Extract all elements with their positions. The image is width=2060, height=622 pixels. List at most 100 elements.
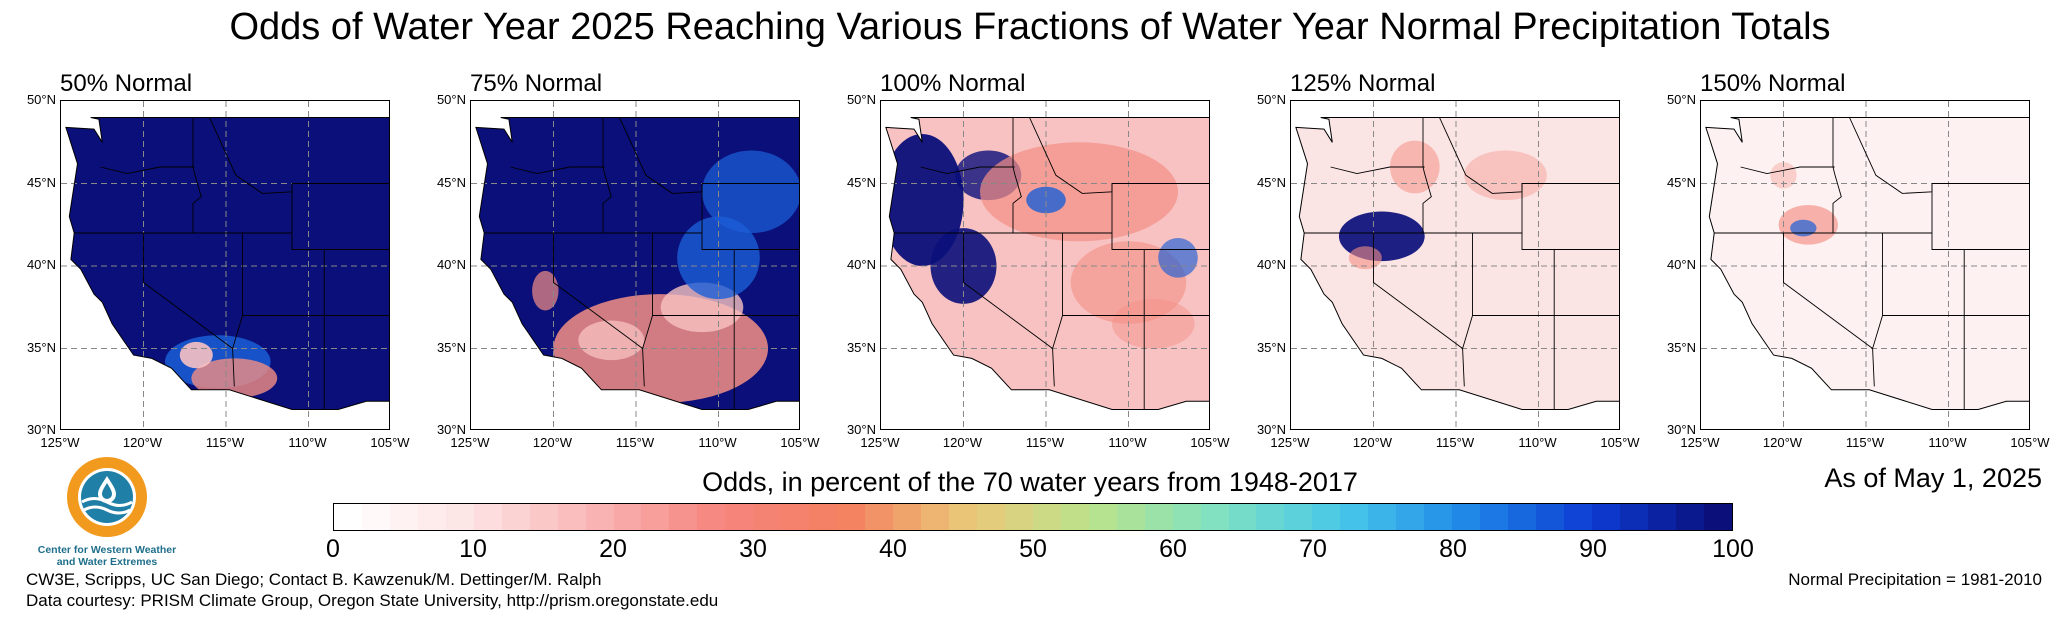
lon-label: 120°W	[122, 435, 163, 450]
colorbar-cell	[921, 504, 949, 530]
lat-label: 45°N	[1256, 174, 1286, 190]
map-canvas	[61, 101, 389, 429]
cw3e-logo-icon	[67, 457, 147, 537]
colorbar-cell	[445, 504, 474, 530]
colorbar-cell	[809, 504, 838, 530]
lat-label: 30°N	[26, 422, 56, 437]
lat-label: 30°N	[436, 422, 466, 437]
colorbar-cell	[529, 504, 558, 530]
map-frame	[1700, 100, 2030, 430]
lon-label: 115°W	[1435, 435, 1475, 450]
lon-label: 110°W	[698, 435, 737, 450]
lon-label: 110°W	[1518, 435, 1557, 450]
map-panel: 50% Normal 50°N 45°N 40°N 35°N 30°N 125°W 120°W…	[0, 70, 410, 450]
map-frame	[60, 100, 390, 430]
lat-label: 50°N	[436, 92, 466, 107]
lon-label: 105°W	[1600, 435, 1640, 450]
lon-label: 125°W	[450, 435, 490, 450]
colorbar-cell	[1116, 504, 1145, 530]
map-canvas	[1701, 101, 2029, 429]
state-boundary	[232, 233, 243, 387]
lat-label: 40°N	[846, 257, 876, 272]
colorbar-cell	[1088, 504, 1117, 530]
lon-label: 120°W	[1762, 435, 1803, 450]
colorbar-cell	[1368, 504, 1397, 530]
normal-period-note: Normal Precipitation = 1981-2010	[1788, 570, 2042, 589]
coastline	[1705, 117, 2029, 410]
logo-line2: and Water Extremes	[56, 556, 158, 568]
colorbar-cell	[1703, 504, 1732, 530]
colorbar-cell	[1591, 504, 1620, 530]
lon-label: 115°W	[615, 435, 655, 450]
lat-label: 40°N	[1666, 257, 1696, 272]
colorbar-cell	[1004, 504, 1033, 530]
colorbar-cell	[753, 504, 782, 530]
credit-line-2: Data courtesy: PRISM Climate Group, Oreg…	[26, 591, 719, 610]
lon-label: 115°W	[205, 435, 245, 450]
state-boundary	[1422, 117, 1432, 233]
lon-label: 105°W	[780, 435, 820, 450]
lat-label: 45°N	[26, 174, 56, 190]
state-boundary	[1783, 233, 1873, 349]
lat-label: 40°N	[436, 257, 466, 272]
colorbar-tick-label: 0	[326, 535, 340, 563]
odds-region	[1026, 186, 1066, 214]
lat-label: 30°N	[1256, 422, 1286, 437]
state-boundary	[642, 233, 653, 387]
colorbar-cell	[697, 504, 726, 530]
panel-title: 150% Normal	[1700, 70, 1846, 97]
colorbar-cell	[1452, 504, 1481, 530]
as-of-date: As of May 1, 2025	[1824, 463, 2042, 493]
map-panel: 125% Normal 50°N 45°N 40°N 35°N 30°N 125°W 120°…	[1230, 70, 1640, 450]
lat-label: 30°N	[846, 422, 876, 437]
colorbar-tick-label: 40	[879, 535, 907, 563]
coastline	[475, 117, 799, 410]
state-boundary	[1012, 117, 1022, 233]
lat-label: 50°N	[846, 92, 876, 107]
colorbar-cell	[781, 504, 810, 530]
lat-label: 35°N	[1256, 339, 1286, 355]
state-boundary	[602, 117, 612, 233]
land-fill	[1705, 117, 2029, 410]
colorbar-tick-label: 50	[1019, 535, 1047, 563]
lat-label: 40°N	[26, 257, 56, 272]
colorbar-tick-label: 10	[459, 535, 487, 563]
lat-label: 30°N	[1666, 422, 1696, 437]
lon-label: 120°W	[532, 435, 573, 450]
state-boundary	[701, 183, 735, 250]
state-boundary	[143, 233, 233, 349]
colorbar-cell	[976, 504, 1005, 530]
lon-label: 115°W	[1845, 435, 1885, 450]
colorbar-cell	[641, 504, 670, 530]
state-boundary	[100, 166, 195, 175]
lon-label: 110°W	[1928, 435, 1967, 450]
colorbar-cell	[1563, 504, 1592, 530]
colorbar-cell	[865, 504, 894, 530]
lon-label: 125°W	[860, 435, 900, 450]
colorbar-cell	[1032, 504, 1061, 530]
odds-region	[1790, 219, 1817, 237]
map-panel: 100% Normal 50°N 45°N 40°N 35°N 30°N 125°W 120°…	[820, 70, 1230, 450]
panel-title: 100% Normal	[880, 70, 1026, 97]
lon-label: 105°W	[2010, 435, 2050, 450]
state-boundary	[1462, 233, 1473, 387]
lat-label: 45°N	[436, 174, 466, 190]
map-panel: 150% Normal 50°N 45°N 40°N 35°N 30°N 125°W 120°…	[1640, 70, 2050, 450]
panel-title: 50% Normal	[60, 70, 193, 97]
map-panel: 75% Normal 50°N 45°N 40°N 35°N 30°N 125°W 120°W…	[410, 70, 820, 450]
colorbar-cell	[1284, 504, 1313, 530]
lat-label: 50°N	[1256, 92, 1286, 107]
colorbar-cell	[613, 504, 642, 530]
colorbar-cell	[1424, 504, 1453, 530]
lon-label: 110°W	[1108, 435, 1147, 450]
panel-title: 125% Normal	[1290, 70, 1436, 97]
colorbar-cell	[361, 504, 390, 530]
colorbar-cell	[473, 504, 502, 530]
coastline	[1295, 117, 1619, 410]
colorbar-cell	[501, 504, 530, 530]
odds-region	[1158, 238, 1198, 278]
colorbar-tick-label: 100	[1712, 535, 1754, 563]
lon-label: 115°W	[1025, 435, 1065, 450]
colorbar-cell	[948, 504, 977, 530]
coastline	[65, 117, 389, 410]
